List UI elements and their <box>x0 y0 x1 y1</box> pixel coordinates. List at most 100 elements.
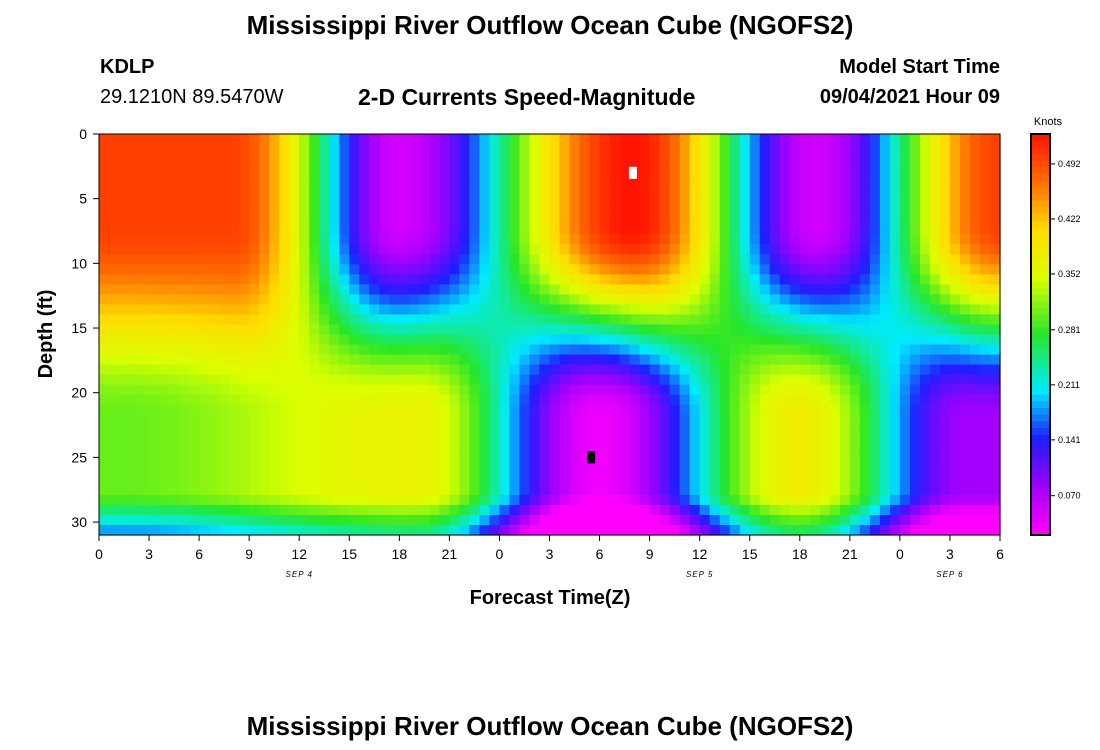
heatmap-cell <box>539 234 551 245</box>
heatmap-cell <box>849 234 861 245</box>
heatmap-cell <box>369 514 380 526</box>
heatmap-cell <box>839 174 851 185</box>
heatmap-cell <box>729 524 741 536</box>
heatmap-cell <box>159 524 170 536</box>
heatmap-cell <box>229 164 240 175</box>
heatmap-cell <box>849 154 861 165</box>
heatmap-cell <box>679 194 691 205</box>
heatmap-cell <box>449 514 460 526</box>
heatmap-cell <box>269 444 280 456</box>
heatmap-cell <box>499 424 511 436</box>
heatmap-cell <box>969 504 981 516</box>
heatmap-cell <box>289 274 300 285</box>
heatmap-cell <box>559 344 571 356</box>
heatmap-cell <box>919 304 931 316</box>
heatmap-cell <box>809 304 821 316</box>
heatmap-cell <box>329 524 340 536</box>
heatmap-cell <box>849 144 861 155</box>
heatmap-cell <box>249 254 260 265</box>
heatmap-cell <box>309 364 320 376</box>
heatmap-cell <box>299 504 310 516</box>
heatmap-cell <box>719 264 731 275</box>
heatmap-cell <box>149 244 160 255</box>
heatmap-cell <box>239 324 250 336</box>
heatmap-cell <box>389 374 400 386</box>
heatmap-cell <box>909 454 921 466</box>
heatmap-cell <box>519 364 531 376</box>
heatmap-cell <box>729 444 741 456</box>
heatmap-cell <box>189 374 200 386</box>
heatmap-cell <box>219 364 230 376</box>
heatmap-cell <box>219 204 230 215</box>
heatmap-cell <box>759 174 771 185</box>
heatmap-cell <box>909 404 921 416</box>
heatmap-cell <box>699 514 711 526</box>
heatmap-cell <box>809 314 821 326</box>
heatmap-cell <box>549 384 561 396</box>
heatmap-cell <box>119 484 130 496</box>
heatmap-cell <box>569 514 581 526</box>
heatmap-cell <box>839 464 851 476</box>
heatmap-cell <box>259 234 270 245</box>
heatmap-cell <box>939 444 951 456</box>
heatmap-cell <box>879 274 891 285</box>
heatmap-cell <box>839 374 851 386</box>
heatmap-cell <box>789 284 801 296</box>
heatmap-cell <box>739 194 751 205</box>
heatmap-cell <box>809 374 821 386</box>
heatmap-cell <box>279 384 290 396</box>
heatmap-cell <box>339 254 350 265</box>
colorbar-segment <box>1031 254 1050 262</box>
heatmap-cell <box>709 524 721 536</box>
heatmap-cell <box>369 324 380 336</box>
heatmap-cell <box>259 514 270 526</box>
heatmap-cell <box>539 434 551 446</box>
heatmap-cell <box>169 254 180 265</box>
heatmap-cell <box>729 214 741 225</box>
heatmap-cell <box>969 354 981 366</box>
heatmap-cell <box>789 214 801 225</box>
heatmap-cell <box>659 394 671 406</box>
heatmap-cell <box>229 424 240 436</box>
heatmap-cell <box>819 174 831 185</box>
heatmap-cell <box>919 224 931 235</box>
heatmap-cell <box>959 304 971 316</box>
heatmap-cell <box>559 214 571 225</box>
heatmap-cell <box>799 174 811 185</box>
heatmap-cell <box>599 324 611 336</box>
colorbar-segment <box>1031 361 1050 369</box>
heatmap-cell <box>849 164 861 175</box>
heatmap-cell <box>269 504 280 516</box>
heatmap-cell <box>309 254 320 265</box>
heatmap-cell <box>759 164 771 175</box>
heatmap-cell <box>959 204 971 215</box>
heatmap-cell <box>699 294 711 306</box>
heatmap-cell <box>319 244 330 255</box>
heatmap-cell <box>749 494 761 506</box>
heatmap-cell <box>679 334 691 346</box>
heatmap-cell <box>819 264 831 275</box>
heatmap-cell <box>699 224 711 235</box>
heatmap-cell <box>989 404 1001 416</box>
heatmap-cell <box>979 204 991 215</box>
heatmap-cell <box>849 284 861 296</box>
heatmap-cell <box>459 274 471 285</box>
heatmap-cell <box>459 174 471 185</box>
heatmap-cell <box>129 484 140 496</box>
heatmap-cell <box>979 194 991 205</box>
heatmap-cell <box>689 354 701 366</box>
heatmap-cell <box>929 214 941 225</box>
heatmap-cell <box>549 264 561 275</box>
heatmap-cell <box>699 254 711 265</box>
heatmap-cell <box>329 264 340 275</box>
heatmap-cell <box>249 424 260 436</box>
heatmap-cell <box>329 354 340 366</box>
heatmap-cell <box>509 324 521 336</box>
heatmap-cell <box>789 494 801 506</box>
heatmap-cell <box>519 404 531 416</box>
heatmap-cell <box>489 234 501 245</box>
heatmap-cell <box>829 434 841 446</box>
heatmap-cell <box>359 264 370 275</box>
heatmap-cell <box>329 154 340 165</box>
heatmap-cell <box>379 404 390 416</box>
